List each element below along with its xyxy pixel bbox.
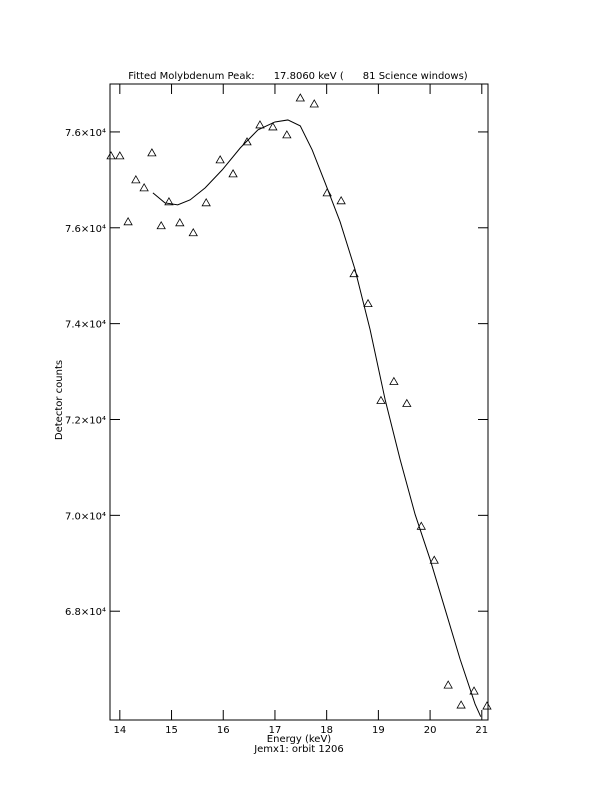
- data-point: [389, 376, 399, 385]
- x-tick-label: 15: [165, 725, 178, 736]
- data-point: [123, 216, 133, 226]
- y-tick-label: 6.8×10⁴: [65, 607, 106, 618]
- x-tick-label: 14: [113, 725, 126, 736]
- data-point: [215, 155, 225, 164]
- x-tick-label: 16: [217, 725, 230, 736]
- data-point: [115, 151, 125, 160]
- data-point: [188, 227, 198, 237]
- chart-title: Fitted Molybdenum Peak: 17.8060 keV ( 81…: [128, 71, 468, 82]
- data-point: [131, 175, 141, 184]
- data-point: [376, 395, 386, 404]
- data-point: [469, 686, 479, 695]
- data-point: [295, 93, 305, 102]
- y-tick-label: 7.6×10⁴: [65, 224, 106, 235]
- x-tick-label: 21: [475, 725, 488, 736]
- data-point: [309, 99, 319, 108]
- fit-line: [152, 119, 482, 717]
- x-tick-label: 19: [372, 725, 385, 736]
- data-point: [268, 122, 278, 131]
- data-point: [175, 217, 185, 227]
- data-point: [456, 700, 466, 709]
- y-tick-label: 7.4×10⁴: [65, 320, 106, 331]
- data-point: [429, 555, 439, 564]
- data-point: [402, 398, 412, 407]
- data-point: [201, 198, 211, 207]
- data-point: [106, 151, 116, 160]
- x-axis-label: Energy (keV): [267, 734, 332, 745]
- data-point: [336, 195, 346, 205]
- data-point: [363, 298, 373, 308]
- data-point: [255, 120, 265, 129]
- data-point: [164, 196, 174, 206]
- y-tick-label: 7.2×10⁴: [65, 415, 106, 426]
- plot-frame: [109, 83, 489, 721]
- data-point: [156, 220, 166, 230]
- data-point: [242, 137, 252, 146]
- y-tick-label: 7.0×10⁴: [65, 511, 106, 522]
- x-tick-label: 18: [320, 725, 333, 736]
- y-axis-label: Detector counts: [54, 360, 65, 440]
- data-point: [282, 130, 292, 139]
- x-tick-label: 17: [269, 725, 282, 736]
- data-point: [443, 680, 453, 689]
- y-tick-label: 7.6×10⁴: [65, 128, 106, 139]
- data-point: [147, 148, 157, 157]
- data-point: [482, 701, 492, 710]
- x-tick-label: 20: [424, 725, 437, 736]
- data-point: [139, 183, 149, 192]
- data-point: [228, 169, 238, 178]
- subtitle: Jemx1: orbit 1206: [253, 744, 344, 755]
